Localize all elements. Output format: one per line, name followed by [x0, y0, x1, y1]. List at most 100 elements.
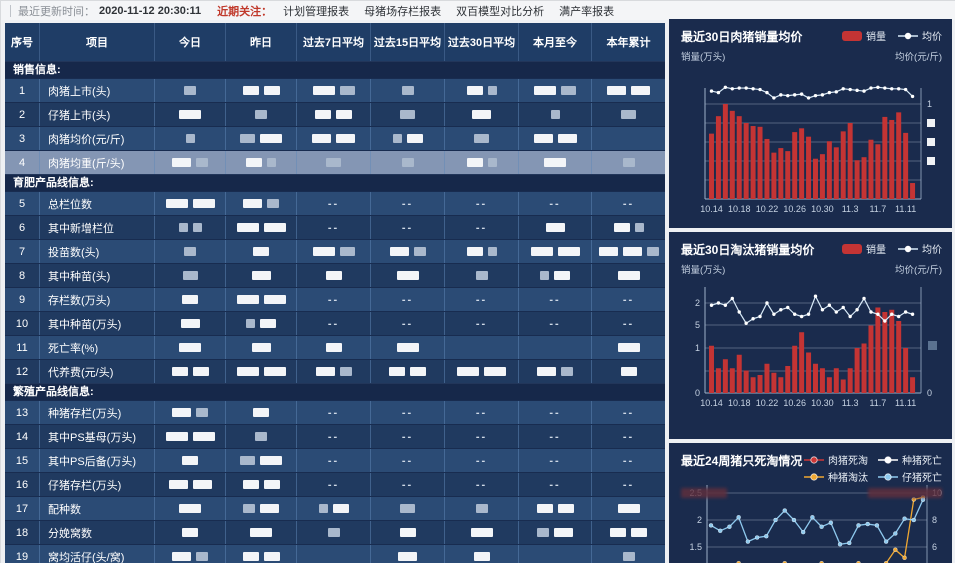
- pig-sales-price-chart-panel: 最近30日肉猪销量均价 销量 均价 销量(万头) 均价(元/斤) 1 10.14 1…: [669, 19, 952, 228]
- report-link-1[interactable]: 母猪场存栏报表: [364, 5, 442, 18]
- table-cell: --: [297, 312, 371, 335]
- table-cell: [226, 521, 297, 544]
- row-number: 13: [5, 401, 40, 424]
- redacted-value: [263, 295, 286, 304]
- row-item-label: 投苗数(头): [40, 240, 155, 263]
- table-row-13[interactable]: 13 种猪存栏(万头) -- -- -- -- --: [5, 400, 665, 424]
- redacted-value: [557, 504, 574, 513]
- redacted-value: [260, 134, 282, 143]
- chart1-legend-price[interactable]: 均价: [898, 28, 942, 43]
- redacted-value: [396, 343, 419, 352]
- table-cell: [155, 521, 226, 544]
- redacted-value: [192, 480, 212, 489]
- redacted-value: [466, 86, 483, 95]
- table-row-16[interactable]: 16 仔猪存栏(万头) -- -- -- -- --: [5, 472, 665, 496]
- empty-value: --: [549, 293, 561, 306]
- svg-text:0: 0: [927, 388, 932, 398]
- table-row-5[interactable]: 5 总栏位数 -- -- -- -- --: [5, 191, 665, 215]
- line-dot-icon: [898, 245, 918, 252]
- table-row-18[interactable]: 18 分娩窝数: [5, 520, 665, 544]
- redacted-value: [185, 134, 195, 143]
- redacted-value: [325, 271, 342, 280]
- chart3-legend-2[interactable]: 种猪淘汰: [804, 469, 868, 484]
- redacted-value: [315, 110, 331, 119]
- table-cell: --: [592, 288, 665, 311]
- redacted-value: [398, 552, 417, 561]
- table-row-1[interactable]: 1 肉猪上市(头): [5, 78, 665, 102]
- svg-text:10.30: 10.30: [811, 204, 834, 214]
- table-row-12[interactable]: 12 代养费(元/头): [5, 359, 665, 383]
- redacted-value: [413, 247, 426, 256]
- table-cell: [155, 240, 226, 263]
- chart3-legend-0[interactable]: 肉猪死淘: [804, 452, 868, 467]
- table-cell: --: [445, 473, 519, 496]
- table-cell: [155, 192, 226, 215]
- chart1-legend-sales[interactable]: 销量: [842, 28, 886, 43]
- chart3-legend-1[interactable]: 种猪死亡: [878, 452, 942, 467]
- table-row-9[interactable]: 9 存栏数(万头) -- -- -- -- --: [5, 287, 665, 311]
- table-cell: --: [519, 288, 592, 311]
- empty-value: --: [401, 197, 414, 210]
- chart3-title: 最近24周猪只死淘情况: [681, 454, 803, 468]
- table-cell: [592, 151, 665, 174]
- table-cell: [445, 264, 519, 287]
- table-row-19[interactable]: 19 窝均活仔(头/窝): [5, 544, 665, 563]
- row-item-label: 存栏数(万头): [40, 288, 155, 311]
- row-number: 2: [5, 103, 40, 126]
- table-cell: [445, 151, 519, 174]
- row-item-label: 仔猪上市(头): [40, 103, 155, 126]
- redacted-value: [487, 158, 497, 167]
- table-row-11[interactable]: 11 死亡率(%): [5, 335, 665, 359]
- redacted-value: [336, 134, 355, 143]
- table-cell: --: [297, 473, 371, 496]
- report-link-3[interactable]: 满产率报表: [559, 5, 615, 18]
- empty-value: --: [401, 406, 414, 419]
- empty-value: --: [327, 430, 340, 443]
- table-row-15[interactable]: 15 其中PS后备(万头) -- -- -- -- --: [5, 448, 665, 472]
- update-time-label: 最近更新时间：: [18, 5, 95, 18]
- empty-value: --: [475, 317, 488, 330]
- report-link-2[interactable]: 双百模型对比分析: [456, 5, 545, 18]
- empty-value: --: [622, 430, 635, 443]
- row-number: 1: [5, 79, 40, 102]
- table-cell: [155, 360, 226, 383]
- table-row-3[interactable]: 3 肉猪均价(元/斤): [5, 126, 665, 150]
- chart2-legend-sales[interactable]: 销量: [842, 241, 886, 256]
- empty-value: --: [327, 293, 340, 306]
- table-row-4[interactable]: 4 肉猪均重(斤/头): [5, 150, 665, 174]
- empty-value: --: [622, 317, 635, 330]
- table-row-14[interactable]: 14 其中PS基母(万头) -- -- -- -- --: [5, 424, 665, 448]
- table-cell: [519, 151, 592, 174]
- table-row-8[interactable]: 8 其中种苗(头): [5, 263, 665, 287]
- redacted-value: [192, 223, 202, 232]
- redacted-value: [622, 552, 635, 561]
- redacted-value: [550, 110, 560, 119]
- row-item-label: 其中PS基母(万头): [40, 425, 155, 448]
- redacted-value: [400, 504, 415, 513]
- redacted-value: [475, 271, 488, 280]
- redacted-value: [263, 223, 286, 232]
- svg-text:8: 8: [932, 515, 937, 525]
- row-number: 7: [5, 240, 40, 263]
- table-cell: [519, 79, 592, 102]
- column-header-7: 本月至今: [519, 23, 592, 61]
- chart1-title: 最近30日肉猪销量均价: [681, 30, 803, 44]
- redacted-value: [598, 247, 618, 256]
- chart2-legend-price[interactable]: 均价: [898, 241, 942, 256]
- row-item-label: 其中种苗(万头): [40, 312, 155, 335]
- report-link-0[interactable]: 计划管理报表: [283, 5, 350, 18]
- table-row-6[interactable]: 6 其中新增栏位 -- -- --: [5, 215, 665, 239]
- redacted-value: [530, 247, 553, 256]
- chart3-legend-3[interactable]: 仔猪死亡: [878, 469, 942, 484]
- row-item-label: 其中种苗(头): [40, 264, 155, 287]
- table-row-10[interactable]: 10 其中种苗(万头) -- -- -- -- --: [5, 311, 665, 335]
- table-cell: [297, 545, 371, 563]
- svg-text:0: 0: [695, 388, 700, 398]
- table-row-7[interactable]: 7 投苗数(头): [5, 239, 665, 263]
- table-row-17[interactable]: 17 配种数: [5, 496, 665, 520]
- redacted-value: [240, 456, 255, 465]
- table-row-2[interactable]: 2 仔猪上市(头): [5, 102, 665, 126]
- table-cell: --: [371, 473, 445, 496]
- table-cell: [226, 103, 297, 126]
- table-cell: [226, 127, 297, 150]
